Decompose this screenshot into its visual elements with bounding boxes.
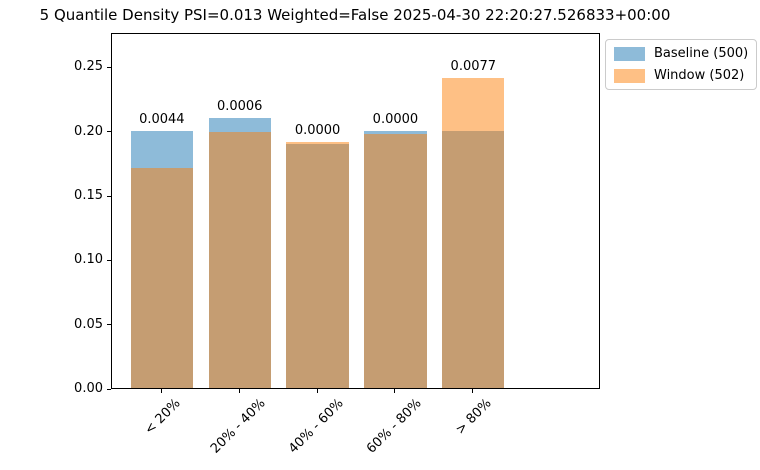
x-tick-mark xyxy=(160,389,162,393)
legend-label-baseline: Baseline (500) xyxy=(654,46,749,61)
bar-overlap-segment xyxy=(286,143,349,388)
y-tick-label: 0.00 xyxy=(74,381,103,396)
bar-annotation: 0.0006 xyxy=(216,98,263,114)
plot-area: 0.0044 0.0006 0.0000 0.0000 0.0077 xyxy=(111,33,600,389)
x-tick-label: > 80% xyxy=(453,396,495,438)
y-tick-label: 0.20 xyxy=(74,123,103,139)
y-tick-label: 0.05 xyxy=(74,316,103,332)
bar-annotation: 0.0000 xyxy=(294,123,341,139)
bar-annotation: 0.0000 xyxy=(372,111,419,127)
chart-title: 5 Quantile Density PSI=0.013 Weighted=Fa… xyxy=(39,6,671,24)
legend-label-window: Window (502) xyxy=(654,68,745,83)
y-tick-mark xyxy=(107,259,111,261)
y-tick-mark xyxy=(107,388,111,390)
y-tick-mark xyxy=(107,131,111,133)
bar-window-segment xyxy=(442,78,505,131)
bar-window-segment xyxy=(286,142,349,144)
bar-baseline-segment xyxy=(208,117,271,132)
y-tick-label: 0.10 xyxy=(74,252,103,268)
bar-overlap-segment xyxy=(442,130,505,388)
x-tick-label: < 20% xyxy=(141,396,184,438)
legend: Baseline (500) Window (502) xyxy=(605,39,758,90)
x-tick-label: 40% - 60% xyxy=(285,396,347,457)
legend-swatch-window-icon xyxy=(614,68,645,83)
bar-overlap-segment xyxy=(364,134,427,388)
x-tick-mark xyxy=(394,389,396,393)
y-tick-mark xyxy=(107,195,111,197)
bar-annotation: 0.0044 xyxy=(139,111,185,127)
x-tick-label: 20% - 40% xyxy=(207,396,269,457)
x-tick-label: 60% - 80% xyxy=(363,396,425,457)
bar-annotation: 0.0077 xyxy=(450,59,497,75)
bar-overlap-segment xyxy=(208,131,271,388)
legend-swatch-baseline-icon xyxy=(614,46,645,61)
y-tick-mark xyxy=(107,324,111,326)
x-tick-mark xyxy=(316,389,318,393)
y-tick-mark xyxy=(107,66,111,68)
y-tick-label: 0.15 xyxy=(74,188,103,204)
y-tick-label: 0.25 xyxy=(74,59,103,75)
legend-item-window: Window (502) xyxy=(614,68,748,83)
x-tick-mark xyxy=(472,389,474,393)
bar-overlap-segment xyxy=(130,167,193,388)
bar-baseline-segment xyxy=(130,130,193,168)
x-tick-mark xyxy=(238,389,240,393)
legend-item-baseline: Baseline (500) xyxy=(614,46,748,61)
bar-baseline-segment xyxy=(364,130,427,135)
